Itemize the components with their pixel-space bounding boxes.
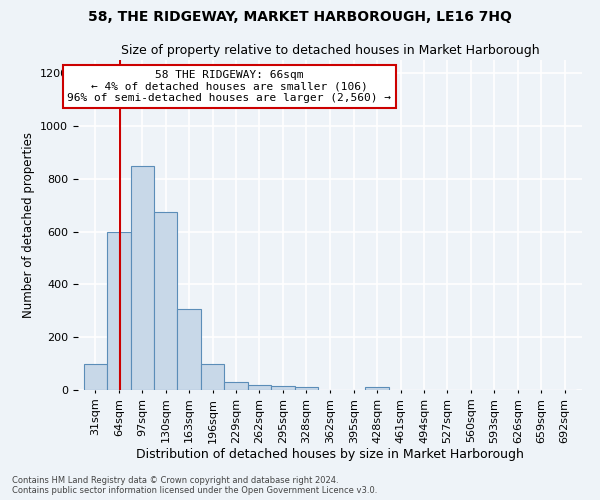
Bar bbox=[107, 232, 131, 390]
Bar bbox=[365, 388, 389, 390]
Bar bbox=[201, 364, 224, 390]
Y-axis label: Number of detached properties: Number of detached properties bbox=[22, 132, 35, 318]
Bar bbox=[271, 386, 295, 390]
Bar bbox=[131, 166, 154, 390]
Bar bbox=[154, 212, 178, 390]
Text: 58, THE RIDGEWAY, MARKET HARBOROUGH, LE16 7HQ: 58, THE RIDGEWAY, MARKET HARBOROUGH, LE1… bbox=[88, 10, 512, 24]
Bar bbox=[83, 364, 107, 390]
Text: 58 THE RIDGEWAY: 66sqm
← 4% of detached houses are smaller (106)
96% of semi-det: 58 THE RIDGEWAY: 66sqm ← 4% of detached … bbox=[67, 70, 391, 103]
X-axis label: Distribution of detached houses by size in Market Harborough: Distribution of detached houses by size … bbox=[136, 448, 524, 462]
Bar bbox=[178, 310, 201, 390]
Title: Size of property relative to detached houses in Market Harborough: Size of property relative to detached ho… bbox=[121, 44, 539, 58]
Bar bbox=[295, 388, 318, 390]
Bar bbox=[248, 384, 271, 390]
Bar bbox=[224, 382, 248, 390]
Text: Contains HM Land Registry data © Crown copyright and database right 2024.
Contai: Contains HM Land Registry data © Crown c… bbox=[12, 476, 377, 495]
